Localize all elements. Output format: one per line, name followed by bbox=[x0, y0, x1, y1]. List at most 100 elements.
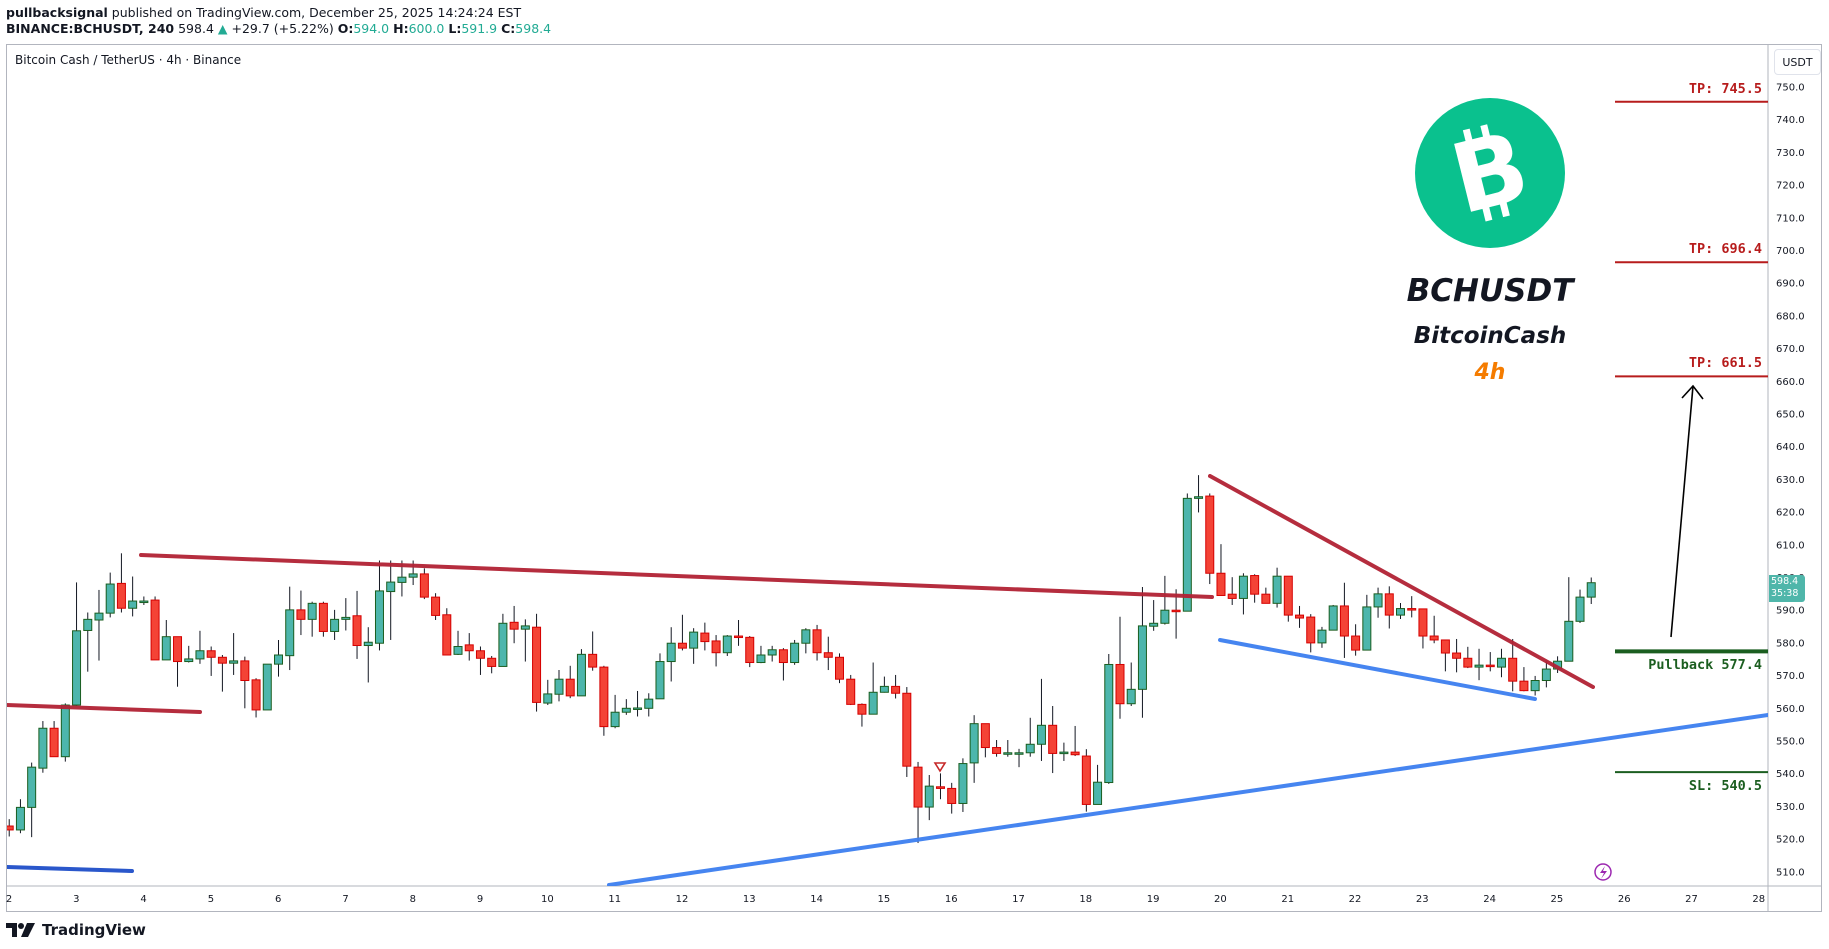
date-tick: 22 bbox=[1349, 894, 1362, 905]
brand-name: BitcoinCash bbox=[1413, 323, 1567, 349]
level-lines[interactable] bbox=[1615, 100, 1768, 774]
candle bbox=[1373, 587, 1383, 618]
date-tick: 4 bbox=[140, 894, 146, 905]
candle bbox=[778, 648, 788, 681]
date-tick: 27 bbox=[1685, 894, 1698, 905]
candle bbox=[0, 790, 2, 838]
tradingview-footer[interactable]: TradingView bbox=[6, 921, 146, 939]
candle bbox=[1295, 605, 1305, 628]
publisher-name[interactable]: pullbacksignal bbox=[6, 5, 108, 20]
candle bbox=[206, 646, 216, 676]
candle bbox=[105, 572, 115, 618]
candle bbox=[992, 740, 1002, 757]
candle bbox=[229, 633, 239, 675]
candle bbox=[857, 703, 867, 727]
candle bbox=[756, 645, 766, 664]
wedge-lower-trendline[interactable] bbox=[1218, 638, 1537, 701]
candle bbox=[1081, 749, 1091, 812]
date-tick: 3 bbox=[73, 894, 79, 905]
published-text: published on TradingView.com, December 2… bbox=[107, 5, 522, 20]
support-left-trendline[interactable] bbox=[7, 865, 134, 873]
candle bbox=[1407, 596, 1417, 618]
level-label: SL: 540.5 bbox=[1688, 778, 1762, 795]
price-tick: 630.0 bbox=[1776, 475, 1805, 486]
candle bbox=[184, 645, 194, 663]
candle bbox=[1351, 624, 1361, 656]
trendlines[interactable] bbox=[7, 384, 1768, 886]
date-tick: 25 bbox=[1551, 894, 1564, 905]
price-axis[interactable]: 510.0 520.0 530.0 540.0 550.0 560.0 570.0 580.0… bbox=[1776, 83, 1805, 879]
candle bbox=[1104, 654, 1114, 784]
candle bbox=[374, 560, 384, 651]
brand-timeframe: 4h bbox=[1474, 360, 1506, 385]
candle bbox=[49, 721, 59, 758]
close-label: C: bbox=[501, 21, 516, 36]
candle bbox=[251, 678, 261, 718]
currency-button[interactable]: USDT bbox=[1774, 49, 1821, 75]
resistance-long-trendline[interactable] bbox=[139, 553, 1214, 599]
date-tick: 12 bbox=[676, 894, 689, 905]
date-tick: 17 bbox=[1012, 894, 1025, 905]
candle bbox=[195, 630, 205, 664]
wedge-upper-trendline[interactable] bbox=[1208, 474, 1595, 689]
low-value: 591.9 bbox=[461, 21, 498, 36]
candle bbox=[1530, 675, 1540, 696]
resistance-left-trendline[interactable] bbox=[7, 703, 202, 714]
date-tick: 14 bbox=[810, 894, 823, 905]
candle bbox=[1070, 725, 1080, 757]
date-tick: 19 bbox=[1147, 894, 1160, 905]
up-arrow-icon[interactable] bbox=[1670, 384, 1704, 638]
date-tick: 15 bbox=[878, 894, 891, 905]
candle bbox=[116, 553, 126, 613]
bar-countdown: 35:38 bbox=[1771, 588, 1799, 599]
candle bbox=[947, 782, 957, 814]
candle bbox=[520, 619, 530, 662]
candle bbox=[1519, 667, 1529, 692]
candle bbox=[307, 601, 317, 637]
support-long-trendline[interactable] bbox=[607, 713, 1768, 886]
publish-info: pullbacksignal published on TradingView.… bbox=[6, 5, 521, 20]
candle bbox=[532, 613, 542, 712]
candle bbox=[644, 693, 654, 717]
candle bbox=[1564, 577, 1574, 662]
date-tick: 28 bbox=[1752, 894, 1765, 905]
candle bbox=[621, 699, 631, 715]
candle bbox=[262, 663, 272, 711]
candle bbox=[173, 636, 183, 687]
candles bbox=[0, 475, 1596, 844]
level-label: TP: 661.5 bbox=[1688, 355, 1762, 372]
candle bbox=[1362, 594, 1372, 651]
candle bbox=[161, 620, 171, 661]
date-tick: 18 bbox=[1079, 894, 1092, 905]
chart-frame bbox=[6, 44, 1822, 912]
candle bbox=[1575, 589, 1585, 623]
price-tick: 650.0 bbox=[1776, 410, 1805, 421]
candle bbox=[274, 639, 283, 677]
candle bbox=[1194, 475, 1204, 513]
chart-title: Bitcoin Cash / TetherUS · 4h · Binance bbox=[15, 53, 242, 67]
price-tick: 610.0 bbox=[1776, 540, 1805, 551]
candle bbox=[1137, 586, 1147, 718]
candle bbox=[1160, 575, 1170, 625]
candle bbox=[509, 605, 519, 644]
candle bbox=[576, 649, 586, 697]
candle bbox=[1418, 608, 1428, 649]
low-label: L: bbox=[448, 21, 462, 36]
date-tick: 7 bbox=[342, 894, 348, 905]
lightning-icon[interactable] bbox=[1594, 863, 1612, 881]
candle bbox=[812, 624, 822, 661]
price-tick: 670.0 bbox=[1776, 344, 1805, 355]
candle bbox=[1025, 717, 1035, 757]
candle bbox=[958, 758, 968, 812]
price-tick: 700.0 bbox=[1776, 246, 1805, 257]
candle bbox=[835, 653, 844, 684]
candle bbox=[72, 582, 82, 707]
candle bbox=[341, 598, 351, 631]
candle bbox=[1328, 604, 1338, 631]
candle bbox=[1149, 600, 1159, 631]
time-axis[interactable]: 2 3 4 5 6 7 8 9 10 11 12 13 14 15 16 17 18 19 20 21 22 23 24 25… bbox=[6, 894, 1765, 905]
candle bbox=[1496, 648, 1506, 678]
candle bbox=[1003, 740, 1013, 757]
date-tick: 5 bbox=[208, 894, 214, 905]
